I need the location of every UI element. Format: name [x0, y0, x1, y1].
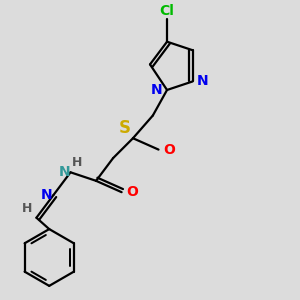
Text: N: N — [197, 74, 208, 88]
Text: O: O — [126, 185, 138, 199]
Text: H: H — [72, 157, 82, 169]
Text: Cl: Cl — [160, 4, 175, 18]
Text: H: H — [22, 202, 32, 215]
Text: N: N — [151, 83, 163, 97]
Text: N: N — [40, 188, 52, 202]
Text: N: N — [59, 165, 70, 179]
Text: O: O — [163, 142, 175, 157]
Text: S: S — [119, 119, 131, 137]
